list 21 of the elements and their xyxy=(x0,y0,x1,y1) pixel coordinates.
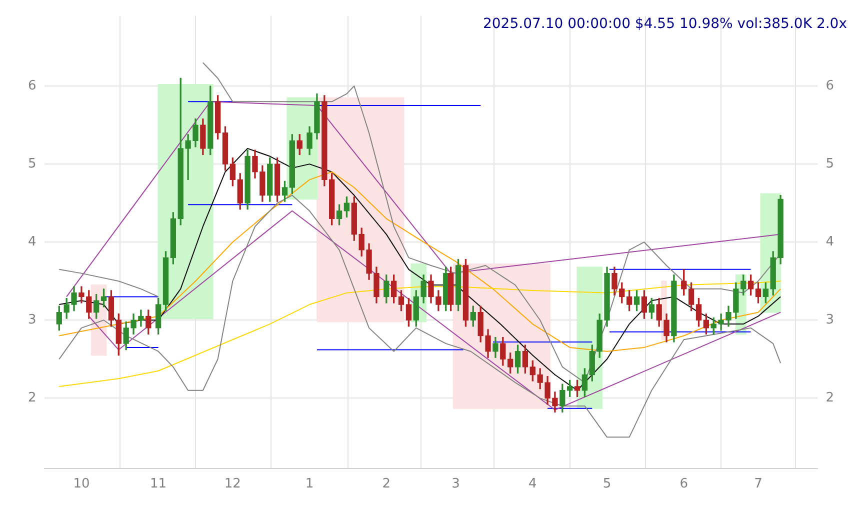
y-tick-label: 6 xyxy=(28,78,36,94)
y-tick-label: 2 xyxy=(28,390,36,406)
y2-tick-label: 5 xyxy=(826,156,834,172)
y-tick-label: 5 xyxy=(28,156,36,172)
x-tick-label: 12 xyxy=(224,476,241,492)
y-tick-label: 3 xyxy=(28,312,36,328)
x-tick-label: 6 xyxy=(680,476,688,492)
chart-title: 2025.07.10 00:00:00 $4.55 10.98% vol:385.0K 2.0x xyxy=(482,16,847,32)
x-tick-label: 1 xyxy=(305,476,314,492)
x-tick-label: 11 xyxy=(150,476,167,492)
y2-tick-label: 3 xyxy=(826,312,834,328)
y2-tick-label: 6 xyxy=(826,78,834,94)
y-tick-label: 4 xyxy=(28,234,36,250)
x-tick-label: 2 xyxy=(382,476,391,492)
x-tick-label: 5 xyxy=(602,476,612,492)
x-tick-label: 7 xyxy=(754,476,762,492)
x-tick-label: 10 xyxy=(73,476,90,492)
x-tick-label: 4 xyxy=(528,476,537,492)
y2-tick-label: 4 xyxy=(826,234,834,250)
x-tick-label: 3 xyxy=(452,476,460,492)
y2-tick-label: 2 xyxy=(826,390,834,406)
